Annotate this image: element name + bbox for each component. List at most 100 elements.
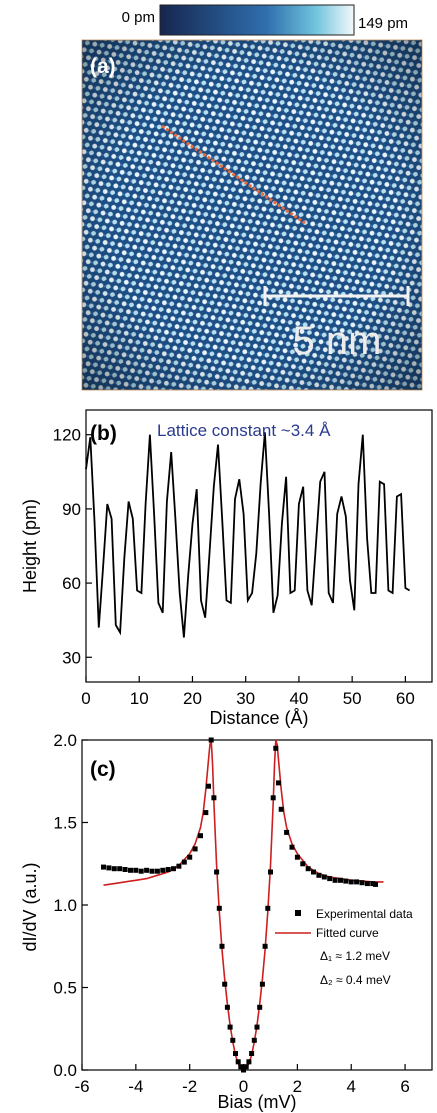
experimental-data-point [216,905,222,911]
b-y-tick-label: 30 [62,648,81,667]
experimental-data-point [300,861,306,867]
experimental-data-point [101,864,106,870]
experimental-data-point [348,879,354,885]
b-x-tick-label: 10 [130,689,149,708]
experimental-data-point [316,872,322,878]
experimental-data-point [106,865,112,871]
experimental-data-point [370,881,376,887]
experimental-data-point [268,869,273,875]
panel-b-y-axis-label: Height (pm) [20,499,40,593]
experimental-data-point [206,783,211,789]
experimental-data-point [138,868,144,874]
experimental-data-point [373,881,378,887]
experimental-data-point [343,878,349,884]
legend-marker-experimental [295,910,301,916]
experimental-data-point [144,867,150,873]
experimental-data-point [160,867,166,873]
experimental-data-point [289,844,295,850]
panel-a-label: (a) [90,55,116,78]
experimental-data-point [149,868,155,874]
c-y-tick-label: 2.0 [53,732,77,750]
c-x-tick-label: -6 [74,1077,89,1096]
c-x-tick-label: -4 [128,1077,143,1096]
b-y-tick-label: 120 [53,426,81,445]
experimental-data-point [354,879,360,885]
c-y-tick-label: 0.5 [53,979,77,998]
experimental-data-point [305,866,311,872]
experimental-data-point [208,737,214,743]
experimental-data-point [214,869,220,875]
c-y-tick-label: 1.0 [53,896,77,915]
experimental-data-point [246,1059,252,1065]
experimental-data-point [222,981,228,987]
experimental-data-point [224,1004,230,1010]
fitted-curve-line [103,739,384,1071]
experimental-data-point [273,745,279,751]
experimental-data-point [198,833,203,839]
scale-bar-label: 5 nm [293,319,382,363]
b-x-tick-label: 50 [343,689,362,708]
c-x-tick-label: -2 [182,1077,197,1096]
experimental-data-point [192,846,198,852]
experimental-data-point [332,877,338,883]
panel-b-chart: 0 10 20 30 40 50 60 30 60 90 120 (b) Lattice const… [20,409,433,728]
b-y-tick-label: 60 [62,574,81,593]
b-x-tick-label: 20 [183,689,202,708]
experimental-data-point [165,867,171,872]
experimental-data-point [262,943,268,949]
experimental-data-point [364,881,370,887]
experimental-data-point [276,780,281,786]
panel-b-plot-frame [85,409,433,683]
experimental-data-point [122,867,128,872]
panel-c-x-axis-label: Bias (mV) [217,1092,296,1112]
legend-label-experimental: Experimental data [316,907,413,921]
c-x-tick-label: 2 [293,1077,302,1096]
panel-b-x-axis-label: Distance (Å) [209,708,308,728]
c-x-tick-label: 4 [346,1077,355,1096]
b-x-tick-label: 40 [289,689,308,708]
c-y-tick-label: 0.0 [53,1061,77,1080]
c-y-tick-label: 1.5 [53,814,77,833]
experimental-data-point [219,943,225,949]
experimental-data-point [270,795,276,801]
b-y-tick-label: 90 [62,500,81,519]
b-x-tick-label: 60 [396,689,415,708]
experimental-data-point [311,869,316,875]
panel-c-chart: -6 -4 -2 0 2 4 6 0.0 0.5 1.0 1.5 2.0 (c) Experiment… [20,732,433,1112]
experimental-data-point [187,854,193,860]
experimental-data-point [230,1037,236,1043]
experimental-data-point [257,1004,263,1010]
gap-annotation-2: Δ₂ ≈ 0.4 meV [320,973,391,987]
legend: Experimental data Fitted curve Δ₁ ≈ 1.2 … [275,907,413,987]
panel-b-label: (b) [90,422,117,445]
lattice-constant-annotation: Lattice constant ~3.4 Å [157,421,331,440]
experimental-data-point [278,806,284,812]
experimental-data-point [359,880,365,886]
experimental-data-point [338,877,343,883]
experimental-data-point [243,1064,249,1070]
stm-image-shading [82,40,422,390]
experimental-data-point [176,863,182,869]
experimental-data-point [203,810,209,816]
experimental-data-point [259,981,265,987]
experimental-data-point [249,1051,255,1056]
b-x-tick-label: 0 [81,689,90,708]
colorbar [159,4,355,36]
experimental-data-point [254,1024,260,1030]
experimental-data-point [117,866,123,872]
panel-a: 0 pm 149 pm (a) 5 nm [81,4,423,391]
c-x-tick-label: 0 [239,1077,248,1096]
panel-c-y-axis-label: dI/dV (a.u.) [20,862,40,951]
legend-label-fit: Fitted curve [316,926,379,940]
experimental-data-point [238,1064,244,1070]
experimental-data-point [241,1067,246,1073]
experimental-data-point [133,867,139,873]
c-x-tick-label: 6 [400,1077,409,1096]
colorbar-max-label: 149 pm [358,15,408,32]
experimental-data-point [235,1059,241,1065]
experimental-data-point [181,859,187,865]
experimental-data-point [251,1037,257,1043]
experimental-data-point [284,829,290,835]
experimental-data-point [128,867,133,873]
experimental-data-point [233,1051,238,1056]
